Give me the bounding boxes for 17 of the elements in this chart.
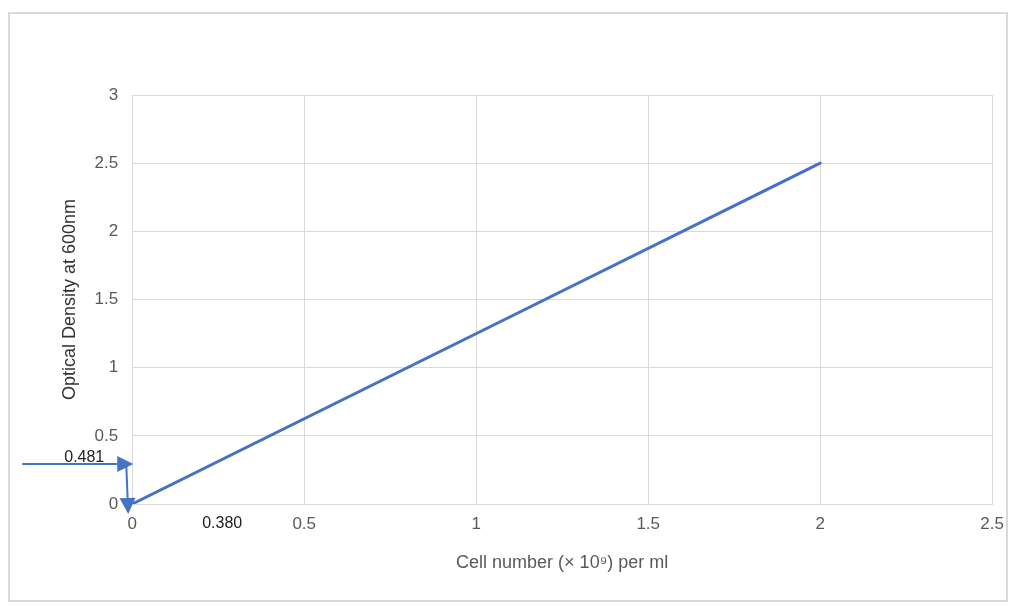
- x-tick-label: 2.5: [980, 513, 1004, 533]
- y-tick-label: 1: [108, 357, 119, 377]
- x-tick-label: 2: [815, 513, 825, 533]
- x-tick-label: 1.5: [636, 513, 661, 533]
- y-tick-label: 0: [108, 493, 119, 513]
- x-tick-label: 0: [127, 513, 137, 533]
- x-tick-label: 0.5: [292, 513, 317, 533]
- y-tick-label: 0.5: [94, 425, 119, 445]
- y-tick-label: 2.5: [94, 152, 119, 172]
- y-tick-label: 2: [108, 221, 119, 241]
- text: 0.380: [202, 514, 243, 532]
- text: 0.481: [64, 448, 105, 466]
- y-tick-label: 1.5: [94, 289, 119, 309]
- y-axis-title: Optical Density at 600nm: [58, 198, 79, 401]
- x-axis-title: Cell number (× 10⁹) per ml: [456, 552, 669, 573]
- y-tick-label: 3: [108, 84, 119, 104]
- x-tick-label: 1: [471, 513, 481, 533]
